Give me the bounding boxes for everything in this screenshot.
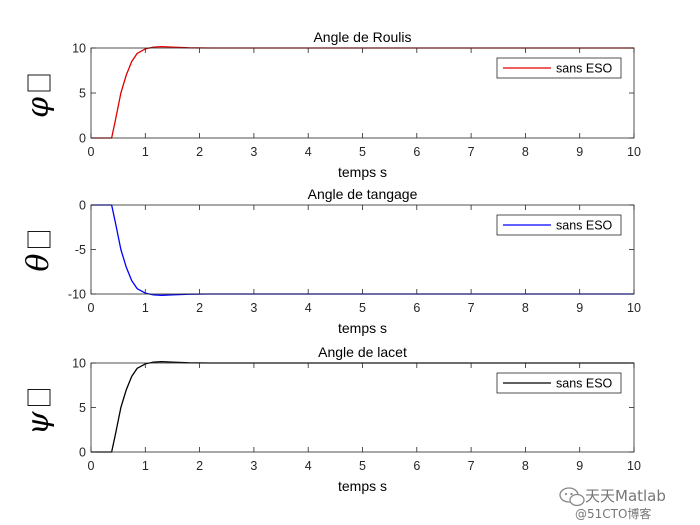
legend-box — [496, 372, 622, 394]
x-tick-label: 5 — [359, 301, 366, 315]
x-tick-label: 0 — [88, 459, 95, 473]
legend: sans ESO — [496, 57, 622, 79]
x-tick-label: 8 — [522, 459, 529, 473]
y-axis-label: ψ — [21, 389, 56, 435]
x-tick-label: 9 — [576, 459, 583, 473]
y-axis-placeholder-box — [27, 74, 51, 92]
x-tick-label: 6 — [413, 459, 420, 473]
x-tick-label: 2 — [196, 145, 203, 159]
x-tick-label: 3 — [250, 459, 257, 473]
y-axis-symbol: θ — [21, 254, 56, 272]
y-tick-label: 0 — [79, 199, 86, 213]
x-tick-label: 10 — [627, 301, 641, 315]
y-tick-label: 5 — [79, 401, 86, 415]
x-tick-label: 10 — [627, 459, 641, 473]
x-tick-label: 4 — [305, 145, 312, 159]
y-tick-label: -10 — [68, 288, 86, 302]
y-axis-placeholder-box — [27, 231, 51, 248]
x-tick-label: 7 — [468, 145, 475, 159]
subplot-1: 0 1 2 3 4 5 6 7 8 9 10 0 5 10 Angle de Roulis temps s φ s… — [21, 29, 641, 180]
chart-title: Angle de tangage — [308, 186, 418, 202]
y-tick-label: 10 — [72, 42, 86, 56]
x-tick-label: 10 — [627, 145, 641, 159]
legend-label: sans ESO — [556, 219, 613, 233]
chart-title: Angle de Roulis — [313, 29, 411, 45]
x-tick-label: 2 — [196, 459, 203, 473]
y-axis-placeholder-box — [27, 389, 51, 406]
x-tick-label: 5 — [359, 459, 366, 473]
x-axis-label: temps s — [338, 164, 387, 180]
x-axis-label: temps s — [338, 478, 387, 494]
y-tick-label: 0 — [79, 132, 86, 146]
y-axis-label: θ — [21, 231, 56, 272]
x-tick-label: 6 — [413, 301, 420, 315]
x-tick-label: 1 — [142, 145, 149, 159]
y-tick-label: 5 — [79, 87, 86, 101]
y-axis-symbol: ψ — [21, 411, 56, 435]
x-tick-label: 8 — [522, 145, 529, 159]
legend: sans ESO — [496, 372, 622, 394]
x-tick-label: 9 — [576, 145, 583, 159]
x-tick-label: 0 — [88, 145, 95, 159]
legend-box — [496, 214, 622, 236]
y-tick-label: 10 — [72, 357, 86, 371]
y-axis-symbol: φ — [21, 97, 56, 118]
x-tick-label: 0 — [88, 301, 95, 315]
y-tick-label: 0 — [79, 446, 86, 460]
chart-title: Angle de lacet — [318, 344, 407, 360]
subplot-3: 0 1 2 3 4 5 6 7 8 9 10 0 5 10 Angle de lacet temps s ψ sa… — [21, 344, 641, 494]
legend-label: sans ESO — [556, 62, 613, 76]
x-tick-label: 6 — [413, 145, 420, 159]
x-tick-label: 7 — [468, 459, 475, 473]
subplot-2: 0 1 2 3 4 5 6 7 8 9 10 0 -5 -10 Angle de tangage temps … — [21, 186, 641, 336]
x-tick-label: 3 — [250, 145, 257, 159]
watermark-line2: @51CTO博客 — [575, 506, 651, 521]
x-tick-label: 3 — [250, 301, 257, 315]
x-tick-label: 5 — [359, 145, 366, 159]
x-tick-label: 8 — [522, 301, 529, 315]
x-axis-label: temps s — [338, 320, 387, 336]
legend-box — [496, 57, 622, 79]
y-axis-label: φ — [21, 74, 56, 118]
x-tick-label: 1 — [142, 459, 149, 473]
legend-label: sans ESO — [556, 377, 613, 391]
x-tick-label: 2 — [196, 301, 203, 315]
y-tick-label: -5 — [75, 243, 86, 257]
x-tick-label: 4 — [305, 459, 312, 473]
x-tick-label: 1 — [142, 301, 149, 315]
legend: sans ESO — [496, 214, 622, 236]
x-tick-label: 4 — [305, 301, 312, 315]
watermark-line1: 天天Matlab — [585, 487, 666, 505]
wechat-logo-icon — [559, 487, 585, 507]
x-tick-label: 9 — [576, 301, 583, 315]
watermark: 天天Matlab @51CTO博客 — [559, 487, 666, 521]
x-tick-label: 7 — [468, 301, 475, 315]
